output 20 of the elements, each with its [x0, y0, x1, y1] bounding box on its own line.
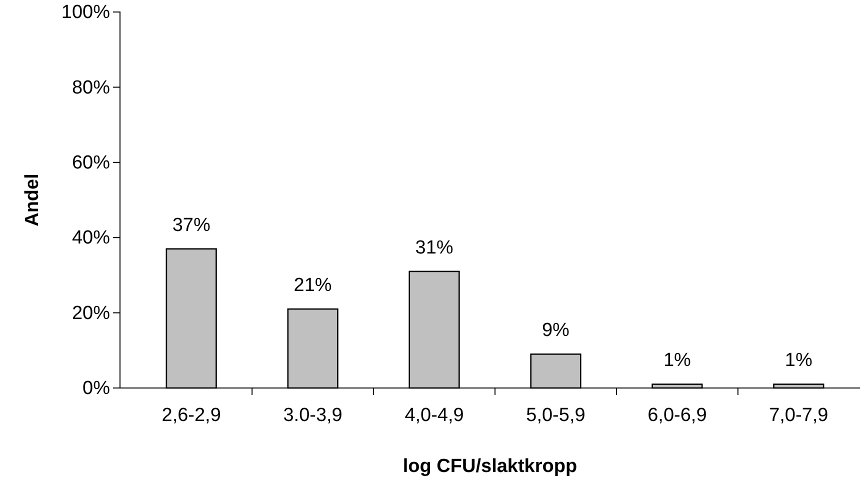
x-tick-label: 4,0-4,9 [404, 405, 464, 426]
x-axis-title: log CFU/slaktkropp [402, 456, 578, 477]
x-tick-label: 5,0-5,9 [526, 405, 586, 426]
y-axis-title: Andel [22, 174, 43, 226]
x-tick-label: 6,0-6,9 [648, 405, 707, 426]
x-tick-label: 2,6-2,9 [162, 405, 221, 426]
y-tick-label: 20% [72, 302, 110, 324]
data-label: 31% [415, 237, 454, 258]
data-label: 21% [294, 275, 332, 296]
data-label: 37% [172, 214, 210, 236]
y-tick-label: 100% [61, 2, 110, 24]
y-tick-label: 40% [72, 228, 110, 249]
y-tick-label: 0% [82, 378, 110, 400]
y-tick-label: 80% [72, 77, 110, 98]
x-tick-label: 7,0-7,9 [769, 405, 828, 426]
data-label: 1% [663, 350, 692, 372]
x-tick-label: 3.0-3,9 [283, 405, 342, 426]
data-label: 9% [542, 320, 570, 342]
data-label: 1% [784, 350, 812, 372]
y-tick-label: 60% [72, 152, 110, 174]
